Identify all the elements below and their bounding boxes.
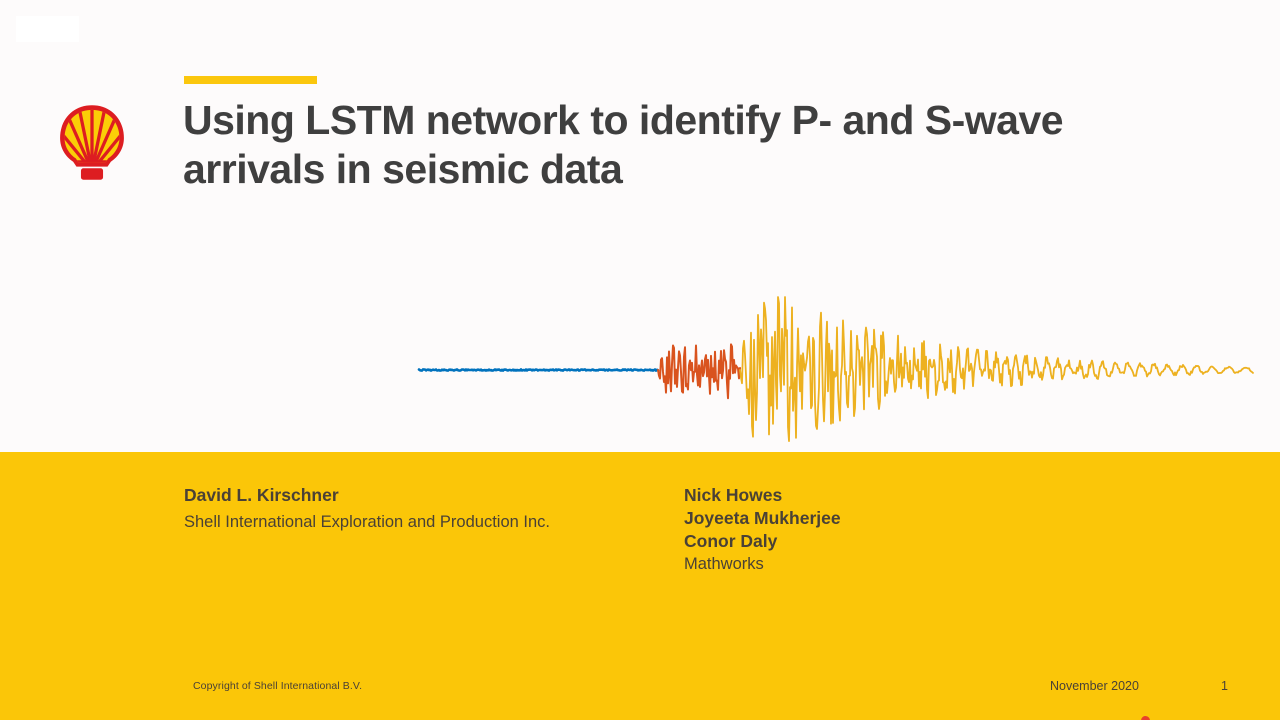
author-footer-band: David L. Kirschner Shell International E…	[0, 452, 1280, 720]
author-name: Joyeeta Mukherjee	[684, 508, 841, 528]
author-block-mathworks: Nick Howes Joyeeta Mukherjee Conor Daly …	[684, 484, 841, 576]
waveform-segment-p-wave-arrival	[657, 343, 741, 400]
copyright-notice: Copyright of Shell International B.V.	[193, 680, 363, 692]
shell-pecten-logo-icon	[60, 105, 124, 180]
page-number: 1	[1221, 679, 1228, 693]
white-placeholder-box	[16, 16, 79, 42]
author-affiliation: Mathworks	[684, 555, 764, 573]
author-name: Nick Howes	[684, 485, 783, 505]
slide-title: Using LSTM network to identify P- and S-…	[183, 96, 1064, 194]
waveform-segment-pre-arrival-noise	[417, 368, 660, 372]
author-name: David L. Kirschner	[184, 485, 339, 505]
slide-title-line-1: Using LSTM network to identify P- and S-…	[183, 97, 1064, 143]
slide-date: November 2020	[1050, 679, 1139, 693]
slide-title-line-2: arrivals in seismic data	[183, 146, 623, 192]
author-affiliation: Shell International Exploration and Prod…	[184, 513, 550, 531]
title-accent-bar	[184, 76, 317, 84]
red-dot-decoration	[1141, 716, 1150, 720]
author-block-shell: David L. Kirschner Shell International E…	[184, 484, 550, 534]
author-name: Conor Daly	[684, 531, 778, 551]
waveform-segment-s-wave-coda	[739, 296, 1254, 442]
